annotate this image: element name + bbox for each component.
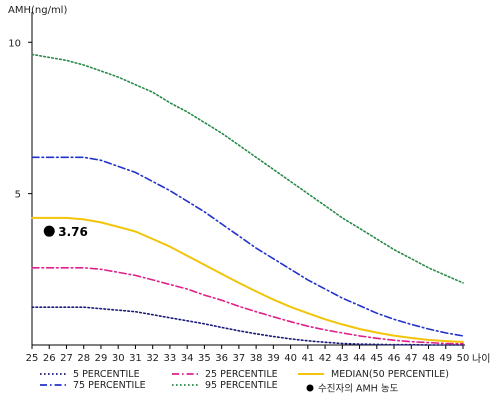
y-tick-label: 5	[15, 190, 21, 201]
x-tick-label: 34	[181, 353, 194, 364]
x-tick-label: 25	[26, 353, 39, 364]
x-tick-label: 28	[77, 353, 90, 364]
y-axis-title: AMH(ng/ml)	[8, 5, 67, 16]
x-tick-label: 47	[405, 353, 418, 364]
patient-point-layer: 3.76	[43, 225, 88, 239]
x-tick-label: 48	[422, 353, 435, 364]
x-tick-label: 40	[284, 353, 297, 364]
x-tick-label: 43	[336, 353, 349, 364]
x-tick-label: 41	[301, 353, 314, 364]
x-tick-label: 32	[146, 353, 159, 364]
x-tick-label: 42	[319, 353, 332, 364]
chart-axes: AMH(ng/ml) 5 10 25 26 27 28 29 30 31 32 33 34 35 36 37 3…	[8, 5, 490, 365]
x-axis-title: 나이	[472, 353, 490, 365]
x-tick-label: 30	[112, 353, 125, 364]
series-line-1	[31, 306, 464, 346]
legend-label: 95 PERCENTILE	[205, 380, 278, 391]
x-tick-label: 46	[388, 353, 401, 364]
chart-legend: 5 PERCENTILE 25 PERCENTILE MEDIAN(50 PERCE…	[40, 369, 449, 395]
x-tick-label: 49	[439, 353, 452, 364]
series-line-3	[31, 216, 464, 343]
x-tick-label: 44	[353, 353, 366, 364]
x-tick-label: 37	[233, 353, 246, 364]
y-tick-label: 10	[8, 38, 21, 49]
x-tick-label: 33	[164, 353, 177, 364]
series-line-2	[31, 266, 464, 345]
legend-marker-patient-point	[306, 384, 314, 392]
patient-amh-point	[43, 225, 55, 237]
x-tick-label: 27	[60, 353, 73, 364]
x-tick-label: 38	[250, 353, 263, 364]
patient-amh-value-label: 3.76	[58, 225, 88, 239]
x-tick-label: 39	[267, 353, 280, 364]
legend-label: MEDIAN(50 PERCENTILE)	[331, 369, 449, 380]
series-line-4	[31, 156, 464, 337]
series-layer	[31, 53, 464, 346]
series-line-5	[31, 53, 464, 284]
x-tick-label: 45	[370, 353, 383, 364]
x-tick-label: 35	[198, 353, 211, 364]
x-tick-label: 29	[95, 353, 108, 364]
x-tick-label: 36	[215, 353, 228, 364]
x-tick-label: 26	[43, 353, 56, 364]
legend-label-patient-point: 수진자의 AMH 농도	[318, 384, 399, 395]
x-tick-label: 31	[129, 353, 142, 364]
x-tick-label: 50	[457, 353, 470, 364]
legend-label: 25 PERCENTILE	[205, 369, 278, 380]
legend-label: 75 PERCENTILE	[73, 380, 146, 391]
legend-label: 5 PERCENTILE	[73, 369, 140, 380]
